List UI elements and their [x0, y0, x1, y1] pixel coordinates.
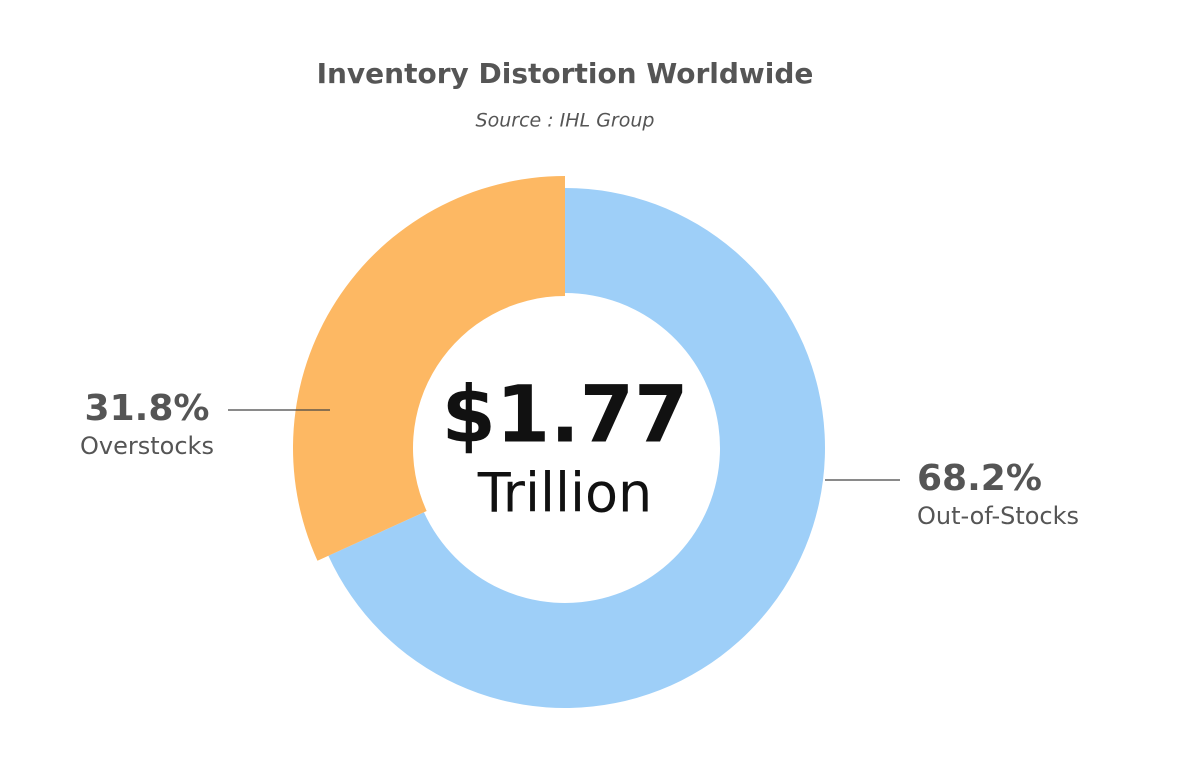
chart-subtitle: Source : IHL Group: [476, 110, 655, 132]
category-label: Overstocks: [80, 432, 214, 460]
value-label: 31.8%: [85, 388, 210, 429]
chart-title: Inventory Distortion Worldwide: [317, 57, 814, 90]
category-label: Out-of-Stocks: [917, 502, 1079, 530]
center-sublabel: Trillion: [477, 462, 653, 525]
value-label: 68.2%: [917, 458, 1042, 499]
donut-slice: [293, 176, 565, 561]
donut: [293, 176, 825, 708]
donut-slice: [328, 188, 825, 708]
center-label: $1.77: [442, 370, 689, 460]
